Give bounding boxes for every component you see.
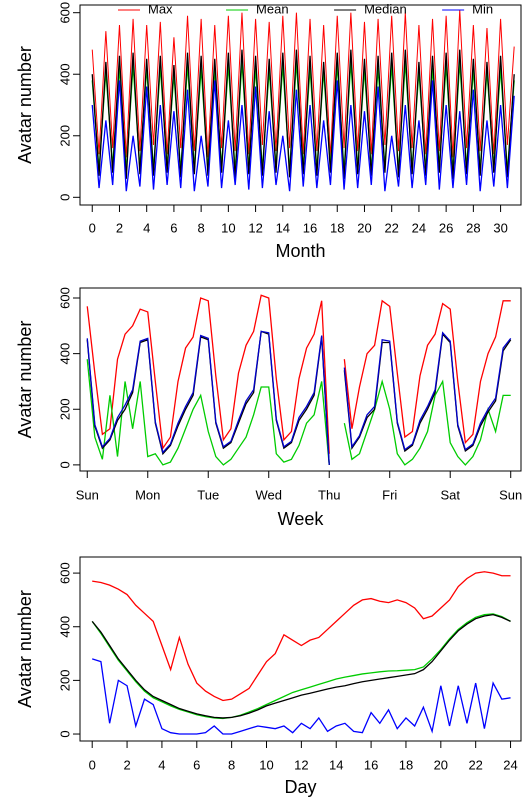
x-tick-label: 18 (399, 757, 413, 772)
x-tick-label: 6 (170, 220, 177, 235)
x-tick-label: 28 (466, 220, 480, 235)
series-line (92, 571, 511, 702)
plot-box (79, 4, 522, 206)
x-tick-label: Sun (76, 487, 99, 502)
x-tick-label: 6 (193, 757, 200, 772)
x-tick-label: 4 (143, 220, 150, 235)
x-tick-label: Mon (135, 487, 160, 502)
x-tick-label: 10 (221, 220, 235, 235)
legend-label: Median (364, 1, 407, 16)
x-tick-label: 2 (116, 220, 123, 235)
series-line (91, 613, 511, 720)
plot-box (79, 287, 522, 472)
x-tick-label: 30 (493, 220, 507, 235)
x-tick-label: 22 (468, 757, 482, 772)
series-line (91, 9, 515, 158)
series-line (92, 658, 511, 735)
x-tick-label: 16 (364, 757, 378, 772)
x-tick-label: 24 (412, 220, 426, 235)
y-axis-title: Avatar number (15, 590, 35, 708)
plot-box (79, 556, 522, 742)
x-tick-label: 0 (89, 757, 96, 772)
x-tick-label: Thu (318, 487, 340, 502)
x-tick-label: 10 (259, 757, 273, 772)
y-tick-label: 400 (57, 63, 72, 85)
x-axis-title: Day (284, 777, 316, 797)
x-tick-label: 8 (198, 220, 205, 235)
x-tick-label: Wed (255, 487, 282, 502)
series-line (86, 294, 511, 454)
x-tick-label: 8 (228, 757, 235, 772)
y-tick-label: 600 (57, 287, 72, 309)
x-tick-label: Tue (197, 487, 219, 502)
y-tick-label: 600 (57, 2, 72, 24)
x-axis-title: Month (275, 241, 325, 261)
x-tick-label: 14 (329, 757, 343, 772)
x-tick-label: 24 (503, 757, 517, 772)
x-tick-label: 26 (439, 220, 453, 235)
plot-area (91, 571, 511, 735)
x-tick-label: 20 (357, 220, 371, 235)
y-tick-label: 400 (57, 616, 72, 638)
x-tick-label: 14 (276, 220, 290, 235)
x-tick-label: 22 (384, 220, 398, 235)
y-axis-title: Avatar number (15, 321, 35, 439)
y-tick-label: 400 (57, 343, 72, 365)
legend-label: Min (472, 1, 493, 16)
x-tick-label: 18 (330, 220, 344, 235)
y-tick-label: 200 (57, 125, 72, 147)
x-tick-label: 16 (303, 220, 317, 235)
y-tick-label: 600 (57, 562, 72, 584)
series-line (86, 330, 512, 465)
x-tick-label: 20 (434, 757, 448, 772)
plot-area (86, 294, 512, 466)
y-tick-label: 0 (57, 730, 72, 737)
x-tick-label: Sun (499, 487, 522, 502)
x-tick-label: Fri (382, 487, 397, 502)
y-tick-label: 0 (57, 461, 72, 468)
series-line (86, 359, 511, 466)
x-tick-label: Sat (440, 487, 460, 502)
y-axis-title: Avatar number (15, 46, 35, 164)
y-tick-label: 200 (57, 670, 72, 692)
series-line (91, 80, 515, 192)
x-tick-label: 0 (89, 220, 96, 235)
x-tick-label: 12 (294, 757, 308, 772)
x-axis-title: Week (278, 509, 325, 529)
series-line (91, 49, 515, 179)
legend-label: Max (148, 1, 173, 16)
x-tick-label: 4 (158, 757, 165, 772)
legend-label: Mean (256, 1, 289, 16)
plot-area (91, 9, 515, 192)
series-line (91, 614, 511, 719)
x-tick-label: 2 (123, 757, 130, 772)
y-tick-label: 200 (57, 398, 72, 420)
x-tick-label: 12 (248, 220, 262, 235)
y-tick-label: 0 (57, 194, 72, 201)
